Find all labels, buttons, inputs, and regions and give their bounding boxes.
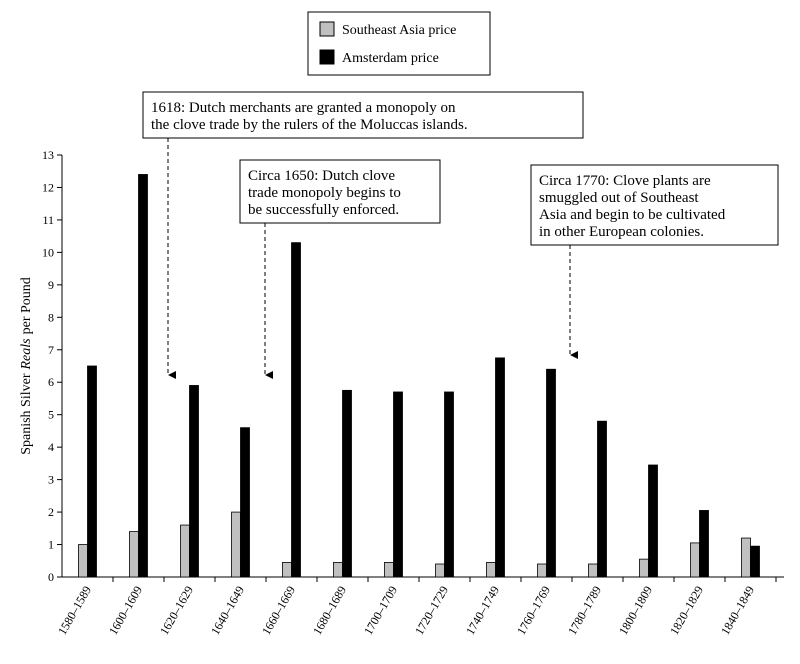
bar bbox=[486, 561, 496, 578]
y-tick-label: 10 bbox=[42, 245, 54, 259]
annotation-text: trade monopoly begins to bbox=[248, 185, 401, 201]
bar bbox=[180, 524, 190, 578]
bar bbox=[639, 558, 649, 578]
y-tick-label: 6 bbox=[48, 375, 54, 389]
bar bbox=[231, 511, 241, 578]
bar bbox=[291, 242, 301, 578]
annotation-text: in other European colonies. bbox=[539, 224, 704, 240]
bar bbox=[741, 537, 751, 578]
y-axis-label-part: per Pound bbox=[19, 277, 34, 334]
x-tick-label: 1800–1809 bbox=[616, 584, 655, 638]
x-tick-label: 1720–1729 bbox=[412, 584, 451, 638]
bar bbox=[444, 391, 454, 578]
y-axis-label-part: Spanish Silver bbox=[19, 373, 34, 455]
legend-swatch bbox=[319, 49, 335, 65]
bar bbox=[282, 561, 292, 578]
bar bbox=[546, 368, 556, 578]
bar bbox=[129, 531, 139, 578]
annotation-text: the clove trade by the rulers of the Mol… bbox=[151, 117, 468, 133]
annotation-text: be successfully enforced. bbox=[248, 202, 399, 218]
annotation-box bbox=[239, 159, 441, 224]
bar bbox=[333, 561, 343, 578]
annotation-box bbox=[530, 164, 779, 246]
x-tick-label: 1780–1789 bbox=[565, 584, 604, 638]
y-tick-label: 4 bbox=[48, 440, 54, 454]
annotation-text: Asia and begin to be cultivated bbox=[539, 207, 726, 223]
y-tick-label: 9 bbox=[48, 278, 54, 292]
bar bbox=[138, 174, 148, 578]
y-axis-label: Spanish Silver Reals per Pound bbox=[19, 277, 34, 455]
bar bbox=[750, 545, 760, 578]
bar bbox=[87, 365, 97, 578]
x-tick-label: 1700–1709 bbox=[361, 584, 400, 638]
bar bbox=[648, 464, 658, 578]
bar bbox=[495, 357, 505, 578]
bar bbox=[588, 563, 598, 578]
x-tick-label: 1600–1609 bbox=[106, 584, 145, 638]
y-tick-label: 11 bbox=[42, 213, 54, 227]
legend-box bbox=[307, 11, 491, 76]
x-tick-label: 1680–1689 bbox=[310, 584, 349, 638]
annotation-box bbox=[142, 91, 584, 139]
bar bbox=[240, 427, 250, 578]
y-tick-label: 2 bbox=[48, 505, 54, 519]
x-tick-label: 1620–1629 bbox=[157, 584, 196, 638]
y-tick-label: 1 bbox=[48, 538, 54, 552]
bar bbox=[435, 563, 445, 578]
y-tick-label: 13 bbox=[42, 148, 54, 162]
x-tick-label: 1740–1749 bbox=[463, 584, 502, 638]
bar bbox=[393, 391, 403, 578]
x-tick-label: 1840–1849 bbox=[718, 584, 757, 638]
bar bbox=[78, 544, 88, 578]
bar bbox=[690, 542, 700, 578]
legend-label: Southeast Asia price bbox=[342, 23, 456, 38]
x-tick-label: 1660–1669 bbox=[259, 584, 298, 638]
annotation-text: Circa 1650: Dutch clove bbox=[248, 168, 395, 184]
legend-swatch bbox=[319, 21, 335, 37]
bar bbox=[537, 563, 547, 578]
y-tick-label: 0 bbox=[48, 570, 54, 584]
x-tick-label: 1820–1829 bbox=[667, 584, 706, 638]
y-tick-label: 8 bbox=[48, 310, 54, 324]
bar bbox=[597, 420, 607, 578]
y-tick-label: 12 bbox=[42, 180, 54, 194]
legend-label: Amsterdam price bbox=[342, 51, 439, 66]
annotation-text: Circa 1770: Clove plants are bbox=[539, 173, 711, 189]
y-tick-label: 5 bbox=[48, 408, 54, 422]
x-tick-label: 1580–1589 bbox=[55, 584, 94, 638]
y-axis-label-part: Reals bbox=[19, 338, 34, 371]
y-tick-label: 3 bbox=[48, 473, 54, 487]
bar bbox=[384, 561, 394, 578]
bar bbox=[699, 510, 709, 578]
x-tick-label: 1760–1769 bbox=[514, 584, 553, 638]
annotation-text: smuggled out of Southeast bbox=[539, 190, 699, 206]
y-tick-label: 7 bbox=[48, 343, 54, 357]
bar bbox=[342, 389, 352, 578]
x-tick-label: 1640–1649 bbox=[208, 584, 247, 638]
bar bbox=[189, 385, 199, 578]
annotation-text: 1618: Dutch merchants are granted a mono… bbox=[151, 100, 456, 116]
